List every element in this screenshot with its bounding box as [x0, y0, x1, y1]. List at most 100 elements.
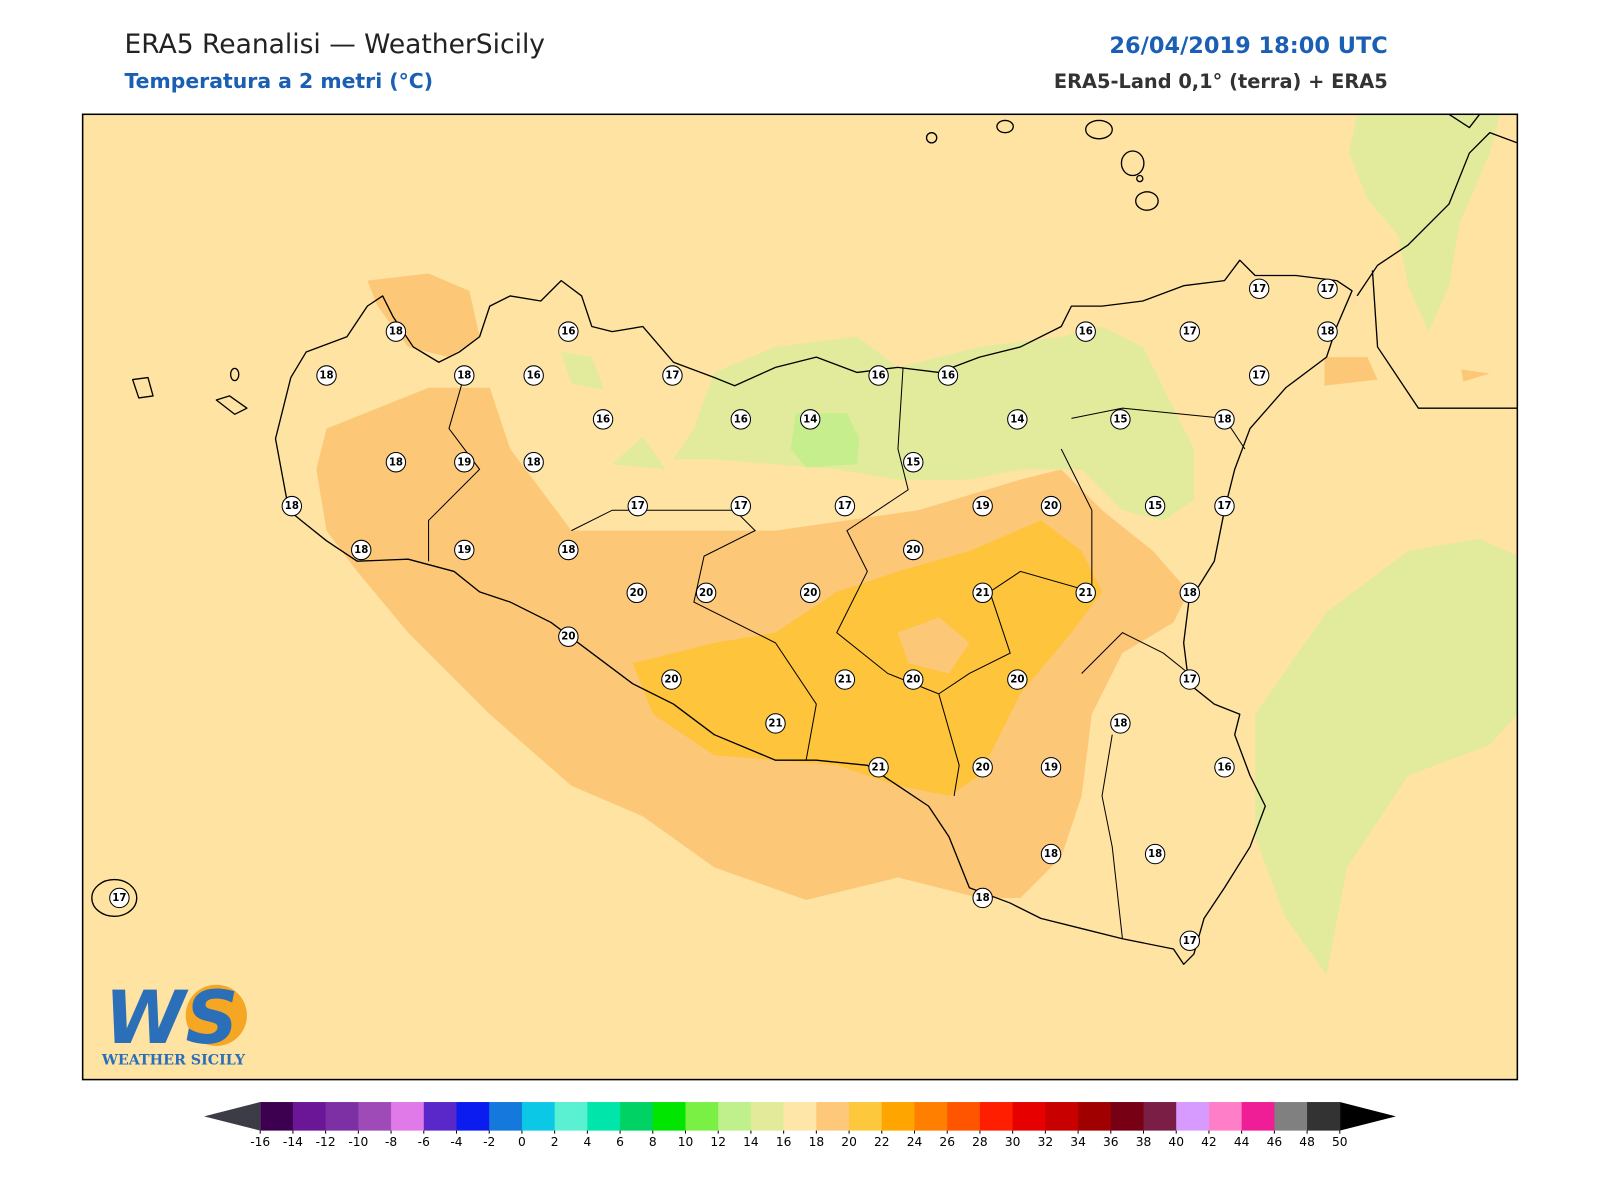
station-value: 18 — [1320, 327, 1334, 338]
source: ERA5-Land 0,1° (terra) + ERA5 — [1054, 70, 1388, 93]
station: 16 — [592, 409, 614, 430]
station-marker — [972, 495, 993, 517]
colorbar-tick-label: 32 — [1038, 1135, 1054, 1149]
station: 20 — [903, 539, 924, 561]
station-marker — [385, 321, 407, 342]
station-marker — [1144, 495, 1166, 517]
station-marker — [523, 365, 544, 386]
station: 14 — [1007, 409, 1028, 430]
station-marker — [1179, 930, 1200, 952]
station: 16 — [937, 365, 959, 386]
colorbar-box — [947, 1102, 981, 1131]
station: 20 — [626, 582, 647, 604]
station-value: 18 — [1148, 849, 1162, 860]
station-marker — [1040, 495, 1062, 517]
station-value: 21 — [871, 762, 885, 773]
station-marker — [1110, 409, 1131, 430]
station-value: 20 — [630, 588, 644, 599]
station-marker — [592, 409, 614, 430]
station-value: 21 — [976, 588, 990, 599]
calabria-coast — [1356, 114, 1518, 409]
station-value: 20 — [803, 588, 817, 599]
station-value: 15 — [1148, 501, 1162, 512]
colorbar-box — [979, 1102, 1014, 1131]
station-marker — [1179, 582, 1200, 604]
colorbar-under — [204, 1102, 261, 1131]
station: 14 — [800, 409, 821, 430]
station: 18 — [972, 887, 993, 909]
station: 17 — [662, 365, 683, 386]
station: 20 — [903, 669, 924, 690]
colorbar-box — [489, 1102, 523, 1131]
province-borders — [428, 367, 1246, 939]
station: 18 — [351, 539, 372, 561]
station-value: 20 — [1010, 675, 1024, 686]
logo: WS WEATHER SICILY — [101, 976, 247, 1068]
station-value: 20 — [906, 545, 920, 556]
colorbar-tick-label: 2 — [551, 1135, 559, 1149]
colorbar-tick-label: -4 — [450, 1135, 462, 1149]
station-value: 15 — [906, 457, 920, 468]
station-value: 16 — [941, 371, 955, 382]
station-value: 16 — [871, 371, 885, 382]
station-value: 18 — [1217, 414, 1231, 425]
station-value: 17 — [1183, 675, 1197, 686]
station-marker — [454, 539, 475, 561]
station-marker — [972, 582, 993, 604]
station-value: 21 — [1079, 588, 1093, 599]
station-marker — [1248, 365, 1270, 386]
station: 17 — [1248, 278, 1270, 299]
colorbar-box — [587, 1102, 621, 1131]
colorbar-tick-label: 38 — [1136, 1135, 1152, 1149]
station-value: 18 — [1044, 849, 1058, 860]
colorbar-box — [391, 1102, 425, 1131]
station-marker — [1179, 321, 1200, 342]
colorbar-tick-label: 28 — [972, 1135, 988, 1149]
colorbar-tick-label: 24 — [907, 1135, 923, 1149]
colorbar-box — [1143, 1102, 1177, 1131]
station-value: 17 — [631, 501, 645, 512]
colorbar-box — [325, 1102, 359, 1131]
station-marker — [558, 321, 579, 342]
colorbar-tick-label: 4 — [583, 1135, 591, 1149]
station-value: 18 — [389, 457, 403, 468]
station-value: 20 — [699, 588, 713, 599]
station: 15 — [903, 452, 924, 473]
colorbar-tick-label: -2 — [483, 1135, 495, 1149]
station: 19 — [1040, 757, 1062, 778]
station: 19 — [454, 452, 475, 473]
station: 17 — [1317, 278, 1338, 299]
colorbar-tick-label: 14 — [743, 1135, 759, 1149]
colorbar-box — [816, 1102, 850, 1131]
station-value: 20 — [906, 675, 920, 686]
colorbar-tick-label: 26 — [939, 1135, 955, 1149]
station-marker — [385, 452, 407, 473]
station: 16 — [523, 365, 544, 386]
station-marker — [1214, 757, 1235, 778]
colorbar-box — [750, 1102, 785, 1131]
colorbar-tick-label: 48 — [1299, 1135, 1315, 1149]
colorbar-tick-label: 10 — [678, 1135, 694, 1149]
colorbar-tick-label: 12 — [710, 1135, 726, 1149]
colorbar-box — [554, 1102, 588, 1131]
station-marker — [627, 495, 648, 517]
station: 18 — [385, 321, 407, 342]
station: 21 — [765, 713, 786, 734]
station-value: 17 — [1183, 327, 1197, 338]
colorbar-tick-label: 40 — [1168, 1135, 1184, 1149]
colorbar-box — [881, 1102, 916, 1131]
station-value: 20 — [561, 632, 575, 643]
subtitle: Temperatura a 2 metri (°C) — [124, 69, 433, 93]
colorbar-tick-label: 8 — [649, 1135, 657, 1149]
station-marker — [1110, 713, 1131, 734]
station: 18 — [523, 452, 544, 473]
colorbar-tick-label: 46 — [1267, 1135, 1283, 1149]
station-marker — [626, 582, 647, 604]
colorbar-box — [914, 1102, 948, 1131]
colorbar-box — [292, 1102, 327, 1131]
station-marker — [868, 365, 889, 386]
station-marker — [937, 365, 959, 386]
station-marker — [558, 539, 579, 561]
colorbar-tick-label: -10 — [348, 1135, 368, 1149]
station-value: 18 — [976, 893, 990, 904]
